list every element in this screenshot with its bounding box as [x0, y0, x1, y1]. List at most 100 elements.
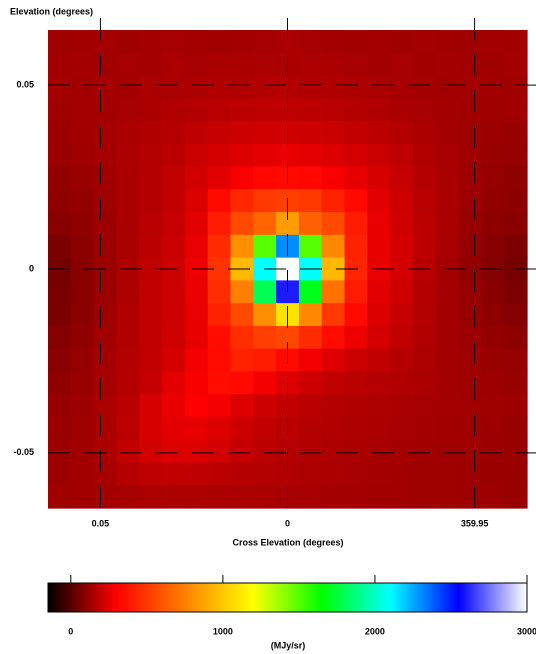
heatmap-cell	[481, 325, 505, 350]
heatmap-cell	[298, 371, 323, 395]
heatmap-cell	[504, 416, 528, 441]
heatmap-cell	[70, 485, 95, 509]
heatmap-cell	[230, 280, 254, 304]
heatmap-cell	[390, 143, 414, 168]
heatmap-cell	[390, 52, 414, 77]
heatmap-cell	[93, 416, 118, 441]
heatmap-cell	[367, 394, 391, 418]
heatmap-cell	[435, 75, 460, 99]
heatmap-cell	[207, 371, 232, 395]
heatmap-cell	[93, 30, 118, 54]
colorbar-tick-label: 3000	[517, 626, 536, 636]
heatmap-cell	[230, 485, 254, 509]
heatmap-cell	[184, 485, 209, 509]
heatmap-cell	[184, 348, 209, 373]
heatmap-cell	[298, 485, 323, 509]
heatmap-cell	[70, 121, 95, 145]
heatmap-cell	[230, 416, 254, 441]
heatmap-cell	[276, 75, 300, 99]
heatmap-cell	[481, 212, 505, 236]
heatmap-cell	[184, 371, 209, 395]
colorbar-tick-label: 1000	[213, 626, 233, 636]
heatmap-cell	[70, 280, 95, 304]
heatmap-cell	[276, 462, 300, 486]
heatmap-cell	[184, 280, 209, 304]
heatmap-cell	[116, 371, 140, 395]
heatmap-cell	[504, 121, 528, 145]
heatmap-cell	[412, 189, 437, 213]
heatmap-cell	[162, 394, 186, 418]
heatmap-cell	[321, 166, 346, 190]
heatmap-cell	[116, 52, 140, 77]
heatmap-cell	[70, 234, 95, 259]
heatmap-cell	[162, 143, 186, 168]
heatmap-cell	[116, 325, 140, 350]
heatmap-cell	[48, 30, 72, 54]
heatmap-cell	[48, 394, 72, 418]
heatmap-cell	[344, 212, 368, 236]
heatmap-cell	[458, 234, 482, 259]
heatmap-cell	[253, 75, 277, 99]
heatmap-cell	[162, 485, 186, 509]
heatmap-cell	[139, 166, 163, 190]
heatmap-cell	[298, 212, 323, 236]
heatmap-cell	[435, 234, 460, 259]
heatmap-cell	[48, 462, 72, 486]
heatmap-cell	[435, 98, 460, 122]
heatmap-cell	[344, 75, 368, 99]
heatmap-cell	[435, 280, 460, 304]
heatmap-cell	[93, 75, 118, 99]
heatmap-cell	[458, 98, 482, 122]
heatmap-cell	[344, 303, 368, 327]
heatmap-cell	[276, 212, 300, 236]
heatmap-cell	[139, 143, 163, 168]
heatmap-cell	[504, 280, 528, 304]
heatmap-cell	[504, 189, 528, 213]
heatmap-cell	[253, 394, 277, 418]
heatmap-cell	[48, 485, 72, 509]
heatmap-cell	[116, 121, 140, 145]
heatmap-cell	[412, 303, 437, 327]
heatmap-cell	[504, 212, 528, 236]
heatmap-cell	[481, 280, 505, 304]
heatmap-cell	[230, 189, 254, 213]
heatmap-cell	[139, 439, 163, 464]
heatmap-cell	[93, 325, 118, 350]
heatmap-cell	[504, 30, 528, 54]
heatmap-cell	[321, 485, 346, 509]
heatmap-cell	[298, 439, 323, 464]
heatmap-cell	[390, 98, 414, 122]
heatmap-cell	[367, 189, 391, 213]
heatmap-cell	[253, 371, 277, 395]
heatmap-cell	[390, 30, 414, 54]
heatmap-cell	[298, 166, 323, 190]
heatmap-cell	[207, 280, 232, 304]
heatmap-cell	[458, 439, 482, 464]
heatmap-cell	[458, 212, 482, 236]
heatmap-cell	[504, 394, 528, 418]
heatmap-cell	[70, 52, 95, 77]
heatmap-cell	[70, 303, 95, 327]
heatmap-cell	[321, 30, 346, 54]
heatmap-cell	[298, 280, 323, 304]
colorbar-tick-label: 2000	[365, 626, 385, 636]
heatmap-cell	[276, 325, 300, 350]
heatmap-cell	[276, 143, 300, 168]
heatmap-cell	[253, 212, 277, 236]
heatmap-cell	[458, 30, 482, 54]
heatmap-cell	[458, 52, 482, 77]
heatmap-cell	[458, 189, 482, 213]
heatmap-cell	[504, 462, 528, 486]
heatmap-cell	[504, 303, 528, 327]
heatmap-cell	[230, 439, 254, 464]
heatmap-cell	[116, 280, 140, 304]
heatmap-cell	[48, 166, 72, 190]
heatmap-cell	[48, 348, 72, 373]
heatmap-cell	[162, 234, 186, 259]
heatmap-cell	[207, 121, 232, 145]
heatmap-cell	[230, 394, 254, 418]
heatmap-cell	[48, 98, 72, 122]
heatmap-cell	[481, 98, 505, 122]
heatmap-cell	[139, 189, 163, 213]
heatmap-cell	[93, 52, 118, 77]
